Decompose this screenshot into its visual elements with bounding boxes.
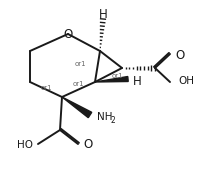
- Text: 2: 2: [110, 116, 115, 125]
- Text: OH: OH: [178, 76, 194, 86]
- Text: O: O: [83, 137, 92, 150]
- Text: or1: or1: [111, 73, 123, 79]
- Polygon shape: [95, 77, 128, 82]
- Text: or1: or1: [74, 61, 86, 67]
- Polygon shape: [62, 97, 92, 118]
- Text: O: O: [175, 49, 184, 62]
- Text: or1: or1: [40, 85, 52, 91]
- Text: O: O: [63, 28, 73, 40]
- Text: HO: HO: [17, 140, 33, 150]
- Text: H: H: [133, 74, 142, 88]
- Text: or1: or1: [72, 81, 84, 87]
- Text: H: H: [99, 8, 107, 20]
- Text: NH: NH: [97, 112, 113, 122]
